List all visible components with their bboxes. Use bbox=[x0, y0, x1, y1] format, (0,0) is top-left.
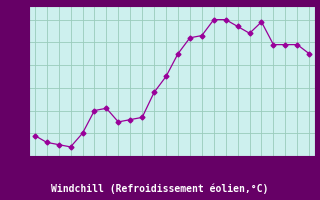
Text: Windchill (Refroidissement éolien,°C): Windchill (Refroidissement éolien,°C) bbox=[51, 184, 269, 194]
